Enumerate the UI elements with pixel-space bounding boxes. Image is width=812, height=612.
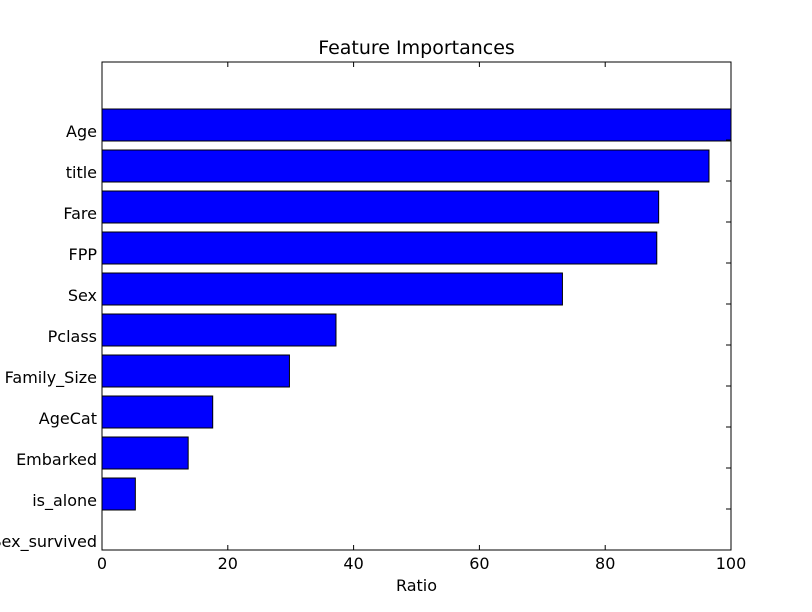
bar-pclass xyxy=(101,313,337,347)
y-tick-label: title xyxy=(66,163,97,182)
y-tick-label: Fare xyxy=(63,204,97,223)
bar-is-alone xyxy=(101,477,136,511)
x-axis-label: Ratio xyxy=(396,576,437,595)
bar-fare xyxy=(101,190,660,224)
y-tick-label: Embarked xyxy=(16,450,97,469)
y-tick-label: Sex xyxy=(68,286,97,305)
x-tick-label: 40 xyxy=(343,554,363,573)
y-tick-label: AgeCat xyxy=(39,409,97,428)
x-tick-label: 100 xyxy=(716,554,747,573)
y-tick-label: Family_Size xyxy=(5,368,97,388)
bar-agecat xyxy=(101,395,214,429)
bar-sex xyxy=(101,272,563,306)
bars-group xyxy=(101,108,732,511)
y-tick-label: FPP xyxy=(69,245,98,264)
bar-embarked xyxy=(101,436,189,470)
y-tick-label: Age xyxy=(66,122,97,141)
y-tick-label: Sex_survived xyxy=(0,532,97,552)
y-tick-label: Pclass xyxy=(48,327,97,346)
x-axis-ticks: 0 20 40 60 80 100 xyxy=(97,62,746,573)
bar-family-size xyxy=(101,354,290,388)
x-tick-label: 0 xyxy=(97,554,107,573)
x-tick-label: 20 xyxy=(218,554,238,573)
bar-title xyxy=(101,149,710,183)
y-tick-label: is_alone xyxy=(32,491,97,511)
plot-frame xyxy=(101,61,732,551)
x-tick-label: 60 xyxy=(469,554,489,573)
y-axis-ticks: Age title Fare FPP Sex Pclass Family_Size AgeCa… xyxy=(0,122,731,552)
x-tick-label: 80 xyxy=(595,554,615,573)
bar-age xyxy=(101,108,732,142)
bar-fpp xyxy=(101,231,658,265)
chart-title: Feature Importances xyxy=(318,37,515,59)
